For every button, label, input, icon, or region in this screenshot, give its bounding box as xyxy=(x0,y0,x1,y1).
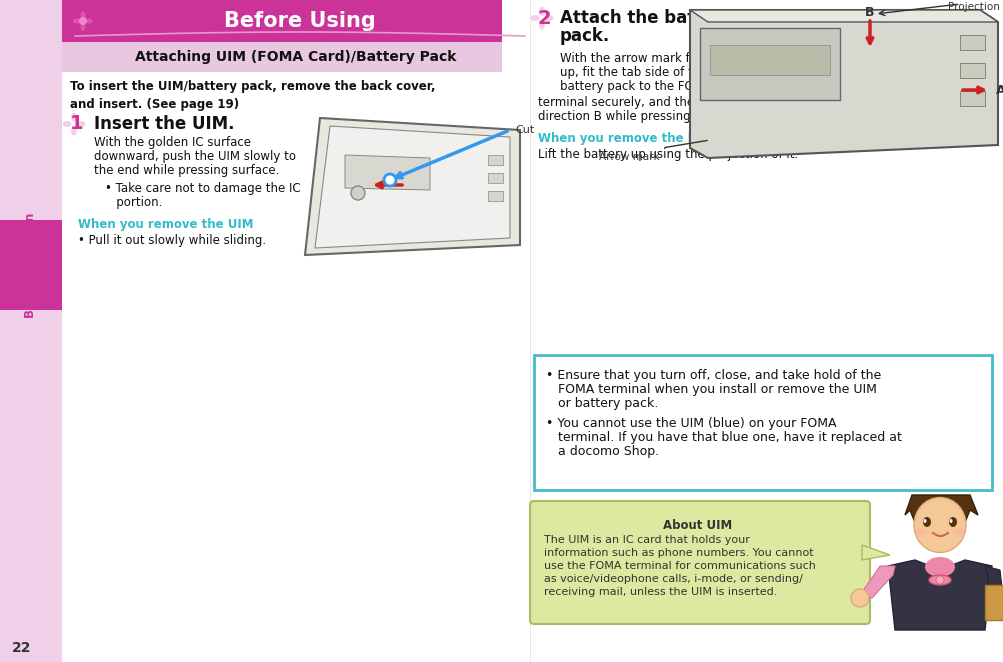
Text: 2: 2 xyxy=(538,9,551,28)
Polygon shape xyxy=(699,28,840,100)
Ellipse shape xyxy=(924,557,954,577)
Text: terminal. If you have that blue one, have it replaced at: terminal. If you have that blue one, hav… xyxy=(546,431,901,444)
Ellipse shape xyxy=(80,23,85,31)
Text: Insert the UIM.: Insert the UIM. xyxy=(94,115,235,133)
Bar xyxy=(62,0,502,42)
Text: B: B xyxy=(865,6,874,19)
Text: When you remove the UIM: When you remove the UIM xyxy=(78,218,253,231)
Bar xyxy=(959,63,984,78)
FancyBboxPatch shape xyxy=(530,501,870,624)
Circle shape xyxy=(351,186,365,200)
Ellipse shape xyxy=(71,126,77,136)
Ellipse shape xyxy=(71,113,77,122)
Text: • Pull it out slowly while sliding.: • Pull it out slowly while sliding. xyxy=(78,234,266,247)
Circle shape xyxy=(79,17,87,25)
Ellipse shape xyxy=(913,498,965,553)
Polygon shape xyxy=(315,126,510,248)
Polygon shape xyxy=(345,155,429,190)
Text: To insert the UIM/battery pack, remove the back cover,
and insert. (See page 19): To insert the UIM/battery pack, remove t… xyxy=(70,80,435,111)
Bar xyxy=(62,42,502,72)
Circle shape xyxy=(383,174,395,186)
Text: information such as phone numbers. You cannot: information such as phone numbers. You c… xyxy=(544,548,812,558)
Ellipse shape xyxy=(85,19,93,23)
Ellipse shape xyxy=(530,15,539,21)
Ellipse shape xyxy=(80,11,85,19)
Text: • Ensure that you turn off, close, and take hold of the: • Ensure that you turn off, close, and t… xyxy=(546,369,881,382)
Text: up, fit the tab side of the: up, fit the tab side of the xyxy=(560,66,707,79)
Text: portion.: portion. xyxy=(105,196,162,209)
Text: Basic Operation: Basic Operation xyxy=(24,213,37,318)
Ellipse shape xyxy=(923,519,926,523)
Polygon shape xyxy=(305,118,520,255)
Text: a docomo Shop.: a docomo Shop. xyxy=(546,445,658,458)
Text: FOMA terminal when you install or remove the UIM: FOMA terminal when you install or remove… xyxy=(546,383,876,396)
Ellipse shape xyxy=(539,7,545,15)
Text: direction B while pressing it against direction A.: direction B while pressing it against di… xyxy=(538,110,820,123)
Bar xyxy=(487,155,503,165)
Ellipse shape xyxy=(544,15,553,21)
Text: Attaching UIM (FOMA Card)/Battery Pack: Attaching UIM (FOMA Card)/Battery Pack xyxy=(135,50,456,64)
Ellipse shape xyxy=(73,19,81,23)
Text: receiving mail, unless the UIM is inserted.: receiving mail, unless the UIM is insert… xyxy=(544,587,776,597)
Text: downward, push the UIM slowly to: downward, push the UIM slowly to xyxy=(94,150,296,163)
Text: use the FOMA terminal for communications such: use the FOMA terminal for communications… xyxy=(544,561,815,571)
Bar xyxy=(984,585,1002,620)
Bar xyxy=(487,191,503,201)
Bar xyxy=(487,173,503,183)
Ellipse shape xyxy=(928,575,950,585)
Polygon shape xyxy=(984,566,1003,605)
Circle shape xyxy=(935,576,943,584)
Polygon shape xyxy=(689,10,997,22)
Text: The UIM is an IC card that holds your: The UIM is an IC card that holds your xyxy=(544,535,749,545)
Polygon shape xyxy=(862,545,889,560)
Text: • You cannot use the UIM (blue) on your FOMA: • You cannot use the UIM (blue) on your … xyxy=(546,417,835,430)
Text: as voice/videophone calls, i-mode, or sending/: as voice/videophone calls, i-mode, or se… xyxy=(544,574,802,584)
Polygon shape xyxy=(689,10,997,158)
Text: 22: 22 xyxy=(12,641,32,655)
Text: • Take care not to damage the IC: • Take care not to damage the IC xyxy=(105,182,300,195)
Text: With the arrow mark facing: With the arrow mark facing xyxy=(560,52,721,65)
Text: Before Using: Before Using xyxy=(224,11,375,31)
Text: battery pack to the FOMA: battery pack to the FOMA xyxy=(560,80,711,93)
Text: Arrow mark: Arrow mark xyxy=(599,152,659,162)
Ellipse shape xyxy=(76,121,85,127)
Text: 1: 1 xyxy=(70,114,83,133)
FancyBboxPatch shape xyxy=(534,355,991,490)
Text: Cut: Cut xyxy=(515,125,534,135)
Bar xyxy=(932,538,948,552)
Text: About UIM: About UIM xyxy=(663,519,732,532)
Text: A: A xyxy=(995,84,1003,97)
Text: or battery pack.: or battery pack. xyxy=(546,397,658,410)
Ellipse shape xyxy=(539,21,545,30)
Text: terminal securely, and then push the battery pack in: terminal securely, and then push the bat… xyxy=(538,96,850,109)
Text: the end while pressing surface.: the end while pressing surface. xyxy=(94,164,279,177)
Text: With the golden IC surface: With the golden IC surface xyxy=(94,136,251,149)
Bar xyxy=(709,45,829,75)
Bar xyxy=(959,35,984,50)
Text: Attach the battery: Attach the battery xyxy=(560,9,733,27)
Text: Lift the battery up using the projection of it.: Lift the battery up using the projection… xyxy=(538,148,797,161)
Ellipse shape xyxy=(922,517,930,527)
Bar xyxy=(959,91,984,106)
Polygon shape xyxy=(904,495,977,535)
Text: Projection: Projection xyxy=(947,2,999,12)
Ellipse shape xyxy=(953,529,965,535)
Ellipse shape xyxy=(948,517,956,527)
Text: pack.: pack. xyxy=(560,27,610,45)
Polygon shape xyxy=(887,560,991,630)
Bar xyxy=(0,220,62,310)
Bar xyxy=(0,0,62,662)
Ellipse shape xyxy=(62,121,71,127)
Polygon shape xyxy=(860,566,894,598)
Text: When you remove the battery pack: When you remove the battery pack xyxy=(538,132,771,145)
Ellipse shape xyxy=(949,519,952,523)
Circle shape xyxy=(851,589,869,607)
Ellipse shape xyxy=(913,529,925,535)
